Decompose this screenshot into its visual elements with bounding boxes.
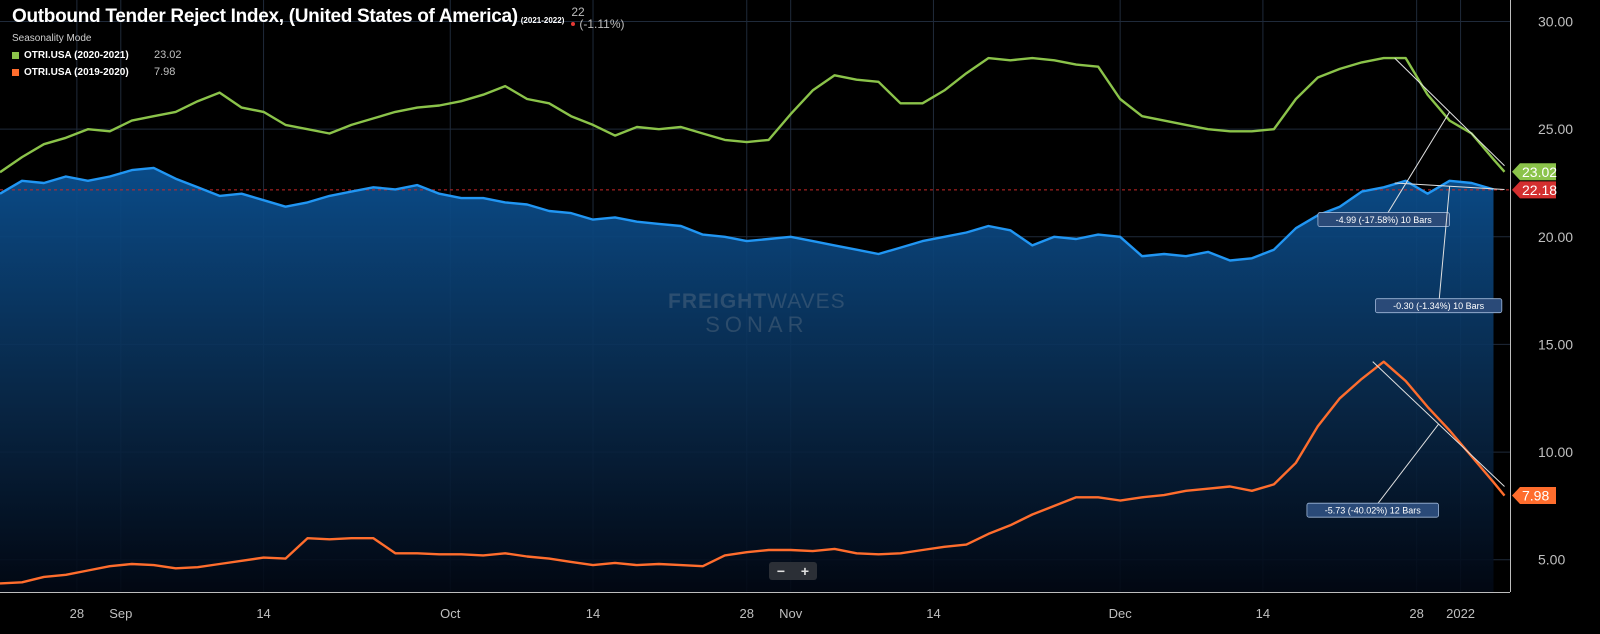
x-tick-label: Dec bbox=[1109, 606, 1133, 621]
last-value-box: 22 (-1.11%) bbox=[571, 6, 624, 30]
legend-name: OTRI.USA (2020-2021) bbox=[24, 49, 129, 61]
legend-value: 7.98 bbox=[154, 66, 176, 78]
x-tick-label: Sep bbox=[109, 606, 132, 621]
measure-connector bbox=[1372, 423, 1440, 511]
period-label: (2021-2022) bbox=[520, 16, 565, 25]
legend-name: OTRI.USA (2019-2020) bbox=[24, 66, 129, 78]
x-tick-label: Nov bbox=[779, 606, 803, 621]
legend-swatch-green bbox=[12, 51, 19, 59]
x-tick-label: 14 bbox=[586, 606, 600, 621]
measure-label: -5.73 (-40.02%) 12 Bars bbox=[1325, 506, 1422, 516]
price-tag bbox=[1512, 163, 1556, 181]
series-line bbox=[0, 360, 1506, 585]
zoom-out-button[interactable]: − bbox=[776, 563, 786, 579]
y-tick-label: 20.00 bbox=[1538, 229, 1573, 245]
series-line bbox=[0, 166, 1494, 262]
x-tick-label: 28 bbox=[70, 606, 84, 621]
last-change: (-1.11%) bbox=[579, 17, 625, 31]
change-dot-icon bbox=[571, 21, 576, 26]
measure-connector bbox=[1383, 111, 1451, 220]
measure-connector bbox=[1438, 186, 1451, 306]
y-tick-label: 10.00 bbox=[1538, 444, 1573, 460]
legend-item[interactable]: OTRI.USA (2019-2020) 7.98 bbox=[12, 66, 624, 78]
measure-annotations: -4.99 (-17.58%) 10 Bars -0.30 (-1.34%) 10… bbox=[1306, 57, 1505, 518]
price-tag-label: 22.18 bbox=[1522, 182, 1557, 198]
zoom-in-button[interactable]: + bbox=[800, 563, 810, 579]
price-tag bbox=[1512, 487, 1556, 505]
y-tick-label: 5.00 bbox=[1538, 552, 1565, 568]
legend-value: 23.02 bbox=[154, 49, 182, 61]
measure-label: -4.99 (-17.58%) 10 Bars bbox=[1336, 215, 1433, 225]
x-tick-label: 2022 bbox=[1446, 606, 1475, 621]
legend-item[interactable]: OTRI.USA (2020-2021) 23.02 bbox=[12, 49, 624, 61]
x-tick-label: 14 bbox=[1256, 606, 1270, 621]
x-tick-label: 14 bbox=[926, 606, 940, 621]
measure-label-box bbox=[1375, 298, 1503, 314]
measure-label-box bbox=[1306, 502, 1439, 518]
chart-title: Outbound Tender Reject Index, (United St… bbox=[12, 6, 518, 27]
series-line bbox=[0, 56, 1506, 174]
x-tick-label: 14 bbox=[256, 606, 270, 621]
price-tag-label: 7.98 bbox=[1522, 488, 1549, 504]
watermark-product: SONAR bbox=[705, 312, 809, 337]
legend-swatch-orange bbox=[12, 68, 19, 76]
zoom-controls: − + bbox=[769, 562, 817, 580]
x-tick-label: Oct bbox=[440, 606, 461, 621]
lines-layer bbox=[0, 56, 1510, 585]
x-tick-label: 28 bbox=[740, 606, 754, 621]
measure-label: -0.30 (-1.34%) 10 Bars bbox=[1393, 301, 1485, 311]
price-tag-label: 23.02 bbox=[1522, 164, 1557, 180]
x-tick-label: 28 bbox=[1409, 606, 1423, 621]
watermark-brand-light: WAVES bbox=[767, 290, 846, 313]
series-area bbox=[0, 167, 1494, 592]
area-layer bbox=[0, 167, 1494, 592]
freightwaves-watermark: FREIGHTWAVES SONAR bbox=[668, 290, 846, 338]
y-tick-label: 15.00 bbox=[1538, 336, 1573, 352]
axes: 5.00 10.00 15.00 20.00 25.00 30.00 28 Sep 14 Oct 1… bbox=[0, 0, 1573, 621]
measure-label-box bbox=[1317, 212, 1450, 227]
price-tag bbox=[1512, 181, 1556, 199]
price-tags: 23.02 22.18 7.98 bbox=[1512, 163, 1557, 505]
chart-header: Outbound Tender Reject Index, (United St… bbox=[12, 6, 624, 78]
y-tick-label: 25.00 bbox=[1538, 121, 1573, 137]
watermark-brand-bold: FREIGHT bbox=[668, 290, 768, 313]
y-tick-label: 30.00 bbox=[1538, 14, 1573, 30]
seasonality-mode-label: Seasonality Mode bbox=[12, 33, 92, 44]
last-value: 22 bbox=[571, 5, 585, 19]
